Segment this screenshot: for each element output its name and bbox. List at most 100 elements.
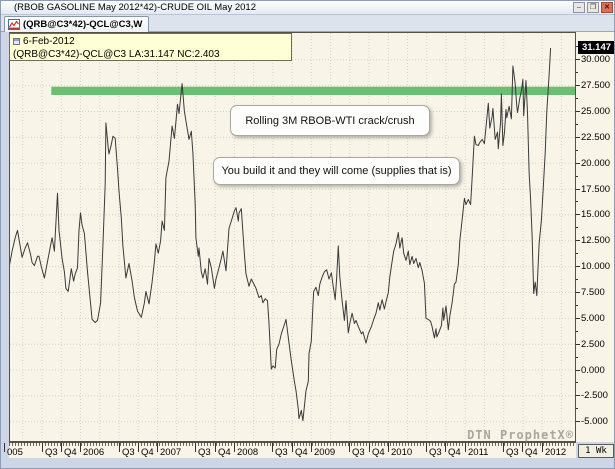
x-axis-label: 2006 (83, 447, 105, 458)
y-axis-minor-tick (576, 279, 578, 280)
x-axis-tick (465, 443, 466, 452)
chart-tab-bar: (QRB@C3*42)-QCL@C3,W (1, 15, 614, 32)
y-axis-minor-tick (576, 201, 578, 202)
interval-button[interactable]: 1 Wk (578, 444, 614, 458)
x-axis-label: Q3 (45, 447, 58, 458)
x-axis-tick (61, 443, 62, 452)
quote-detail: (QRB@C3*42)-QCL@C3 LA:31.147 NC:2.403 (13, 49, 220, 60)
x-axis-tick (215, 443, 216, 452)
dtn-prophetx-watermark: DTN ProphetX® (467, 428, 574, 442)
y-axis-tick (576, 214, 580, 215)
x-axis-label: Q3 (429, 447, 442, 458)
x-axis-label: Q3 (122, 447, 135, 458)
x-axis-tick (349, 443, 350, 452)
window-titlebar: (RBOB GASOLINE May 2012*42)-CRUDE OIL Ma… (1, 1, 614, 15)
price-chart (10, 33, 575, 441)
x-axis-label: 2009 (314, 447, 336, 458)
y-axis-minor-tick (576, 357, 578, 358)
last-price-flag: 31.147 (578, 40, 614, 54)
x-axis-tick (234, 443, 235, 452)
x-axis-tick (426, 443, 427, 452)
y-axis-minor-tick (576, 408, 578, 409)
x-axis-label: Q4 (448, 447, 461, 458)
x-axis-label: Q4 (525, 447, 538, 458)
x-axis-label: Q4 (295, 447, 308, 458)
y-axis-minor-tick (576, 227, 578, 228)
y-axis-tick (576, 421, 580, 422)
x-axis-tick (80, 443, 81, 452)
quote-info-box: 6-Feb-2012 (QRB@C3*42)-QCL@C3 LA:31.147 … (9, 33, 292, 61)
x-axis-label: Q3 (352, 447, 365, 458)
y-axis-minor-tick (576, 124, 578, 125)
window-controls: – ❐ ✕ (573, 2, 613, 13)
y-axis-tick (576, 344, 580, 345)
restore-button-icon[interactable]: ❐ (587, 2, 599, 13)
x-axis-tick (522, 443, 523, 452)
x-axis-tick (42, 443, 43, 452)
x-axis-tick (388, 443, 389, 452)
y-axis-minor-tick (576, 305, 578, 306)
y-axis: 30.000 27.500 25.000 22.500 20.000 17.500 15.0… (576, 32, 614, 442)
note-icon (13, 38, 20, 45)
resistance-band[interactable] (51, 86, 575, 95)
x-axis-tick (157, 443, 158, 452)
x-axis-tick (311, 443, 312, 452)
minimize-button-icon[interactable]: – (573, 2, 585, 13)
y-axis-tick (576, 111, 580, 112)
y-axis-minor-tick (576, 176, 578, 177)
window-bottom-frame (1, 458, 614, 468)
y-axis-label: 15.000 (581, 209, 611, 220)
x-axis-label: Q4 (218, 447, 231, 458)
x-axis-label: Q3 (275, 447, 288, 458)
x-axis-label: Q4 (64, 447, 77, 458)
x-axis-tick (272, 443, 273, 452)
y-axis-label: 20.000 (581, 158, 611, 169)
y-axis-label: 22.500 (581, 132, 611, 143)
annotation-supplies[interactable]: You build it and they will come (supplie… (213, 157, 460, 185)
tab-qrb-qcl-spread[interactable]: (QRB@C3*42)-QCL@C3,W (4, 16, 150, 32)
y-axis-tick (576, 189, 580, 190)
window-title: (RBOB GASOLINE May 2012*42)-CRUDE OIL Ma… (14, 2, 256, 13)
y-axis-label: 27.500 (581, 80, 611, 91)
price-line (10, 47, 552, 422)
x-axis-tick (292, 443, 293, 452)
x-axis-tick (542, 443, 543, 452)
y-axis-tick (576, 318, 580, 319)
x-axis-label: 005 (7, 447, 23, 458)
chart-icon (8, 19, 20, 30)
y-axis-minor-tick (576, 98, 578, 99)
y-axis-tick (576, 137, 580, 138)
x-axis-tick (119, 443, 120, 452)
y-axis-label: -2.500 (581, 390, 608, 401)
y-axis-minor-tick (576, 382, 578, 383)
y-axis-label: 0.000 (581, 365, 605, 376)
x-axis: 005 Q3 Q4 2006 Q3 Q4 2007 Q3 Q4 2008 Q3 Q4 2009 Q3 Q4 2… (4, 442, 576, 458)
y-axis-label: 7.500 (581, 287, 605, 298)
tab-label: (QRB@C3*42)-QCL@C3,W (23, 19, 143, 30)
x-axis-label: Q3 (506, 447, 519, 458)
y-axis-tick (576, 266, 580, 267)
x-axis-label: 2012 (545, 447, 567, 458)
x-axis-tick (195, 443, 196, 452)
y-axis-minor-tick (576, 72, 578, 73)
x-axis-label: 2010 (391, 447, 413, 458)
x-axis-label: 2007 (160, 447, 182, 458)
y-axis-tick (576, 395, 580, 396)
x-axis-label: Q4 (372, 447, 385, 458)
chart-plot-area[interactable] (9, 32, 576, 442)
y-axis-tick (576, 85, 580, 86)
x-axis-label: 2008 (237, 447, 259, 458)
close-button-icon[interactable]: ✕ (601, 2, 613, 13)
y-axis-label: 17.500 (581, 184, 611, 195)
y-axis-label: 30.000 (581, 54, 611, 65)
quote-date: 6-Feb-2012 (23, 36, 75, 47)
y-axis-tick (576, 163, 580, 164)
y-axis-label: 2.500 (581, 339, 605, 350)
y-axis-minor-tick (576, 331, 578, 332)
x-axis-tick (503, 443, 504, 452)
y-axis-label: 12.500 (581, 235, 611, 246)
annotation-crack-crush[interactable]: Rolling 3M RBOB-WTI crack/crush (230, 105, 430, 136)
y-axis-label: -5.000 (581, 416, 608, 427)
y-axis-tick (576, 292, 580, 293)
